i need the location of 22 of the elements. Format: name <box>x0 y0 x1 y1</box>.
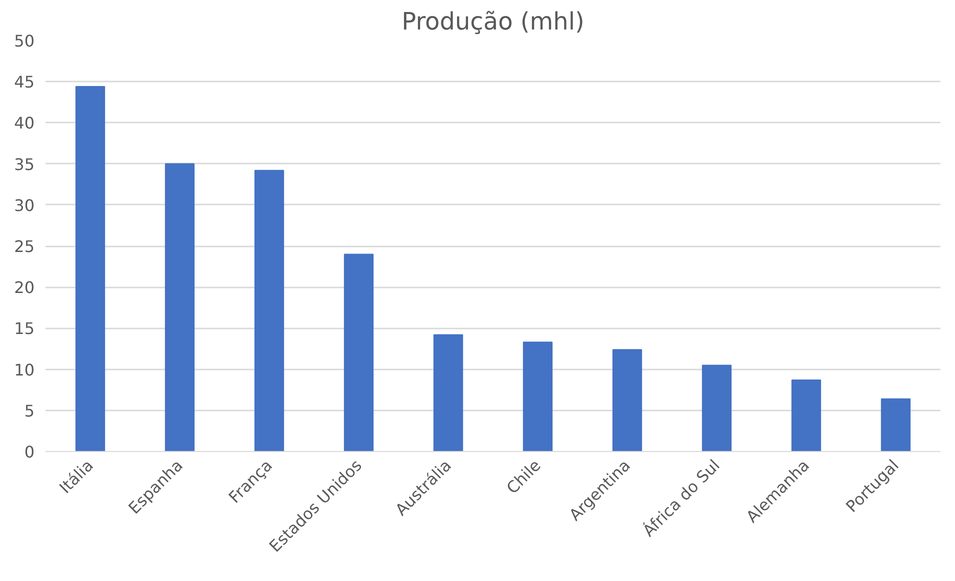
bar <box>791 379 822 452</box>
bar <box>702 364 732 452</box>
y-tick-label: 5 <box>24 401 35 420</box>
bar <box>75 86 106 452</box>
bar <box>254 170 284 452</box>
y-tick-label: 25 <box>14 237 34 256</box>
y-tick-label: 0 <box>24 442 35 462</box>
bar <box>880 398 911 452</box>
bar <box>164 163 195 452</box>
y-tick-label: 30 <box>14 196 34 215</box>
chart-title: Produção (mhl) <box>402 8 584 36</box>
bar <box>522 342 553 452</box>
y-tick-label: 50 <box>14 32 34 50</box>
bar <box>344 254 374 452</box>
y-tick-label: 20 <box>14 278 34 298</box>
bar <box>433 334 464 452</box>
y-tick-label: 15 <box>14 319 34 338</box>
bar <box>612 349 642 452</box>
y-tick-label: 45 <box>14 72 34 92</box>
y-tick-label: 40 <box>14 114 34 133</box>
y-tick-label: 10 <box>14 360 34 380</box>
y-tick-label: 35 <box>14 154 34 174</box>
